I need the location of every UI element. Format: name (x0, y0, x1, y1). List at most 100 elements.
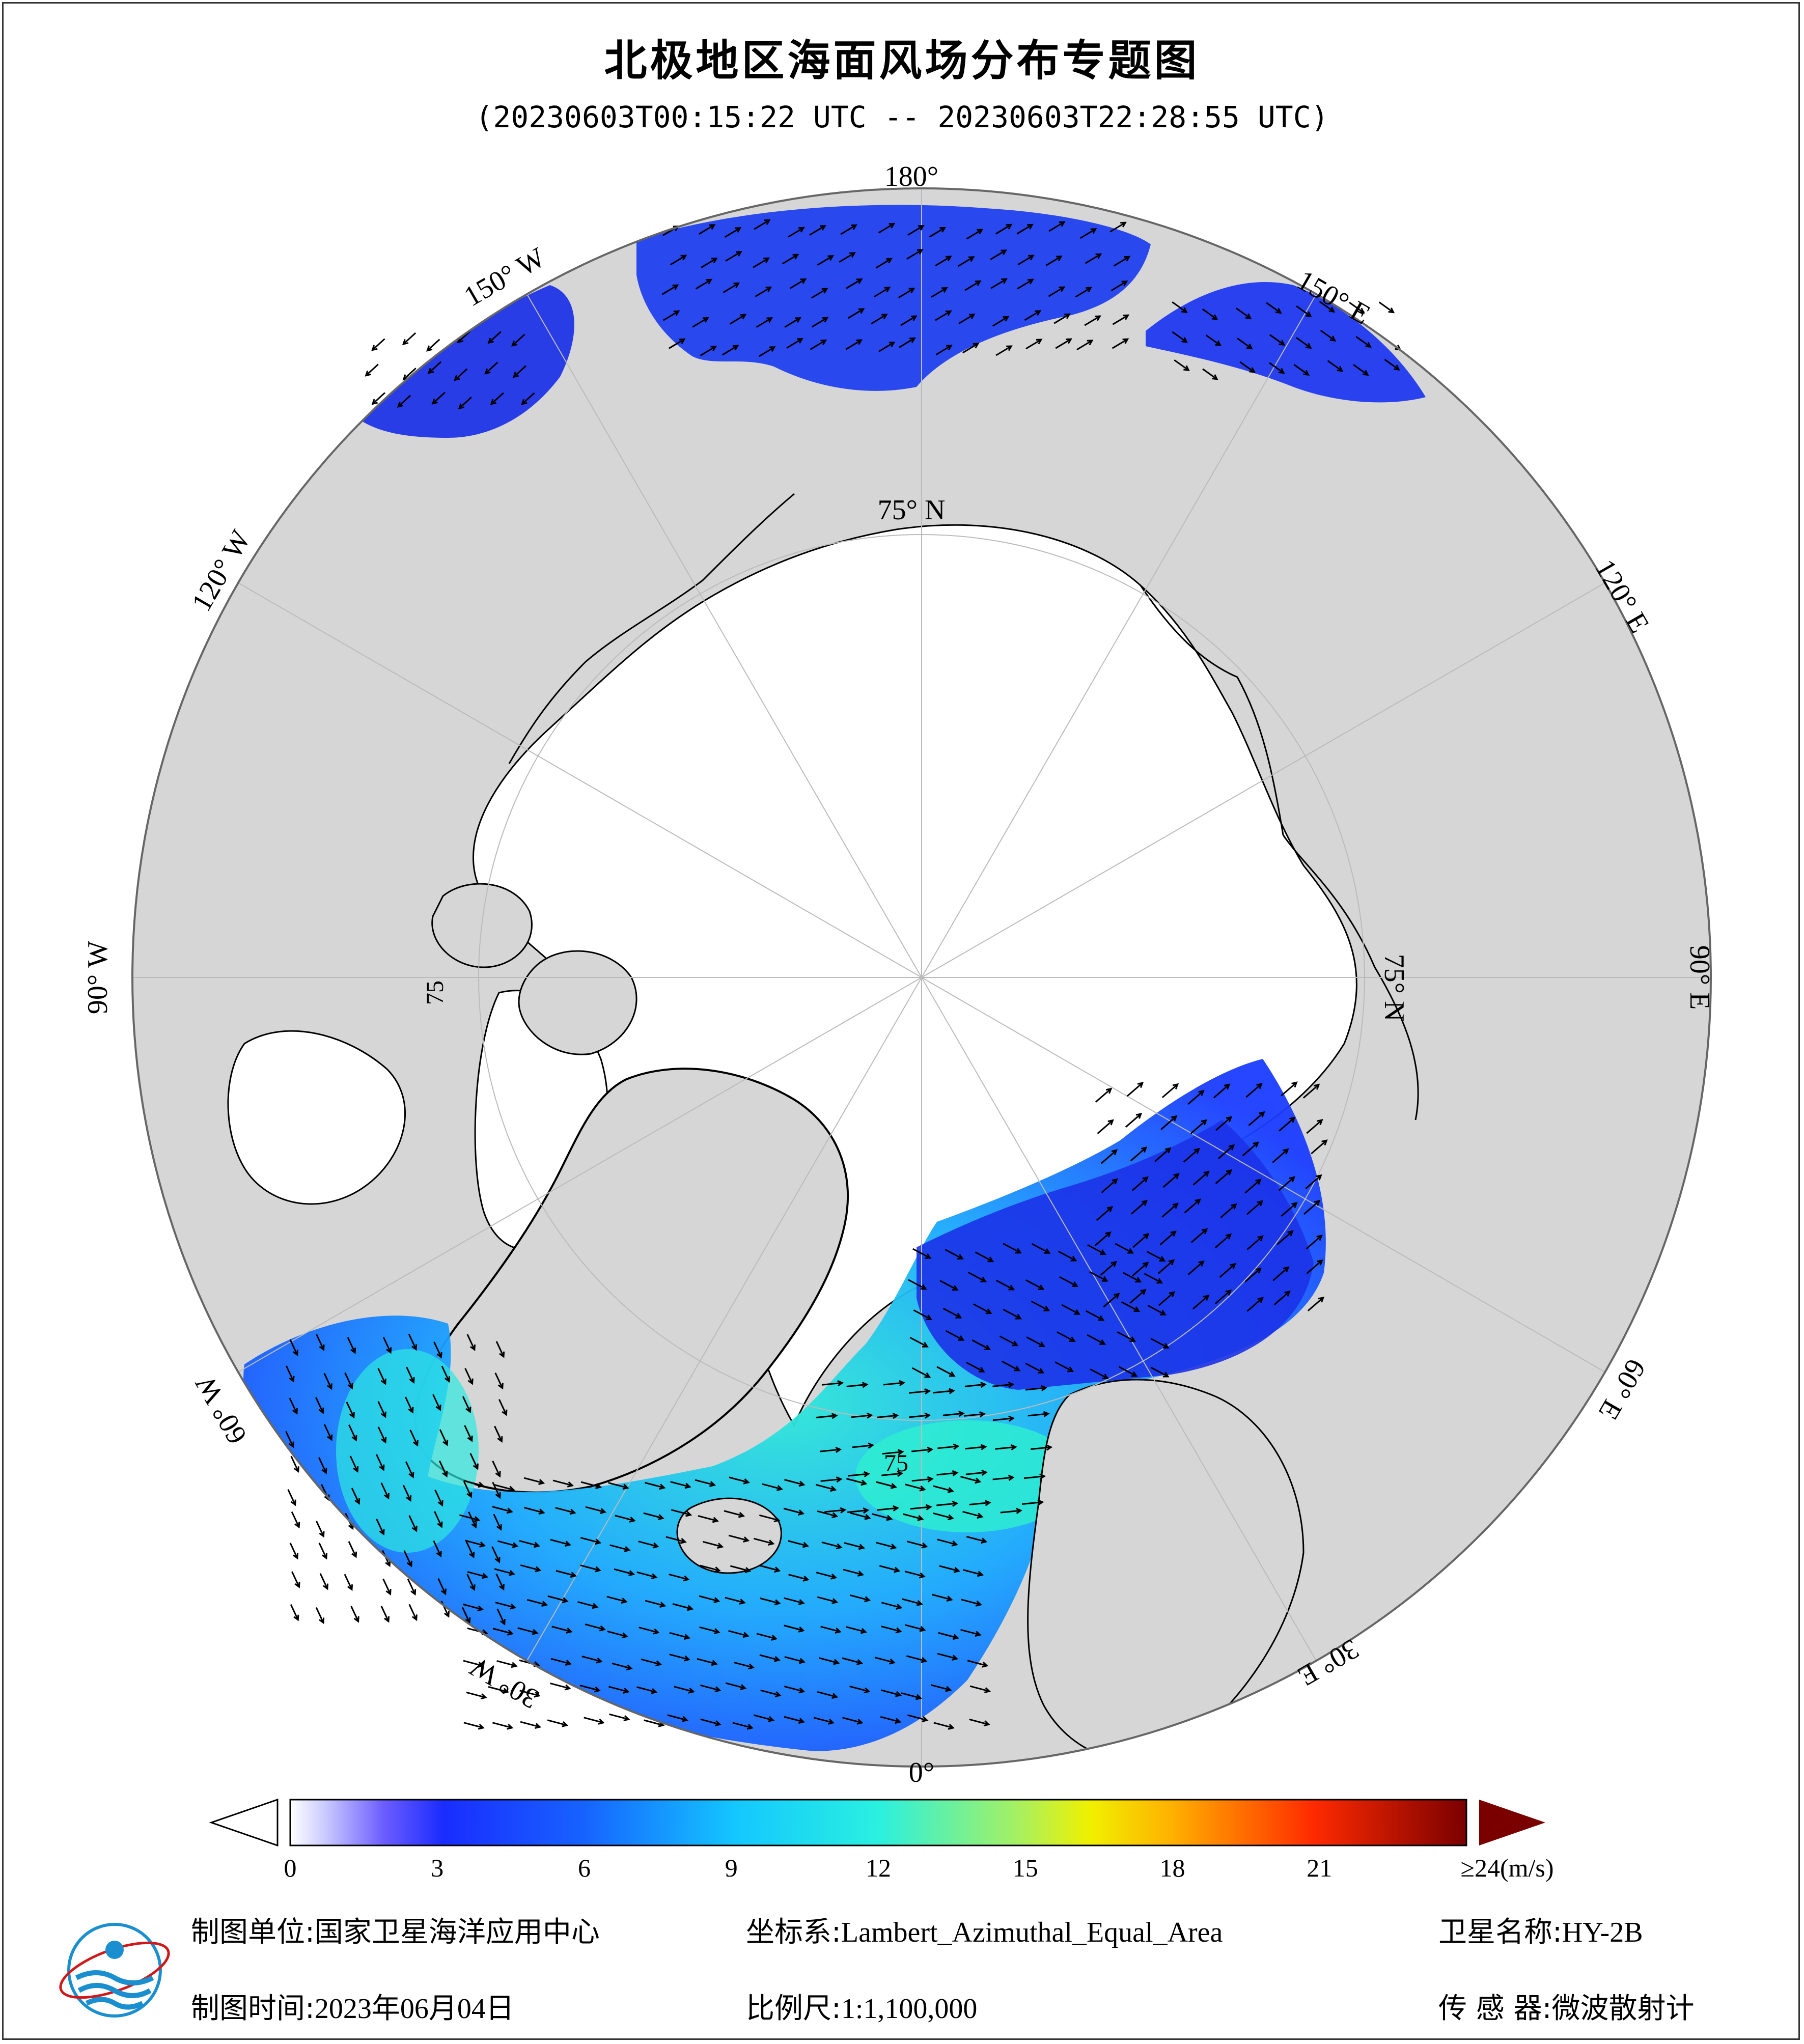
wind-arrow (1150, 1366, 1169, 1378)
wind-arrow-head (764, 219, 771, 225)
wind-arrow-head (977, 229, 984, 235)
wind-arrow-head (893, 1505, 900, 1511)
wind-arrow-head (987, 1256, 994, 1263)
wind-arrow-head (797, 338, 803, 344)
wind-arrow-head (1038, 1368, 1045, 1374)
wind-arrow-head (1255, 1179, 1262, 1185)
wind-arrow-head (1112, 1178, 1118, 1185)
wind-arrow-head (922, 1716, 929, 1722)
wind-arrow-head (508, 1570, 516, 1576)
wind-arrow-head (706, 278, 713, 285)
wind-arrow (904, 1571, 925, 1578)
wind-arrow-head (509, 1603, 517, 1610)
wind-arrow-head (925, 1253, 932, 1259)
wind-arrow (1302, 1084, 1319, 1099)
wind-arrow-head (473, 1463, 479, 1470)
wind-arrow-head (1171, 1115, 1178, 1122)
wind-arrow (938, 1632, 958, 1639)
wind-arrow (1003, 1308, 1021, 1320)
wind-arrow (437, 1578, 447, 1594)
wind-arrow (930, 1684, 951, 1691)
wind-arrow (347, 1337, 356, 1353)
wind-arrow (1150, 1337, 1169, 1349)
wind-arrow-head (1039, 1341, 1045, 1348)
wind-arrow (458, 397, 472, 409)
wind-arrow-head (353, 1616, 359, 1623)
wind-arrow (1100, 1150, 1117, 1164)
wind-arrow (820, 1478, 841, 1482)
wind-arrow (784, 1656, 804, 1663)
wind-arrow (577, 1601, 597, 1608)
wind-arrow-head (1321, 1139, 1328, 1146)
wind-arrow-head (889, 222, 896, 229)
wind-arrow-head (851, 224, 857, 230)
wind-arrow (820, 1626, 841, 1633)
wind-arrow (821, 1382, 843, 1386)
wind-arrow (365, 363, 379, 376)
footer-coord-label: 坐标系: (746, 1916, 841, 1949)
wind-arrow-head (347, 1383, 353, 1390)
wind-arrow (815, 1483, 836, 1491)
bering-sea-wind-field (636, 205, 1151, 391)
wind-arrow (1269, 334, 1285, 346)
wind-arrow (969, 1718, 989, 1725)
wind-arrow (406, 1366, 414, 1383)
wind-arrow (756, 1633, 776, 1640)
footer-scale: 比例尺:1:1,100,000 (746, 1985, 977, 2027)
wind-arrow (818, 1657, 839, 1664)
wind-arrow-head (684, 1482, 691, 1489)
siberian-coast (1140, 585, 1419, 1121)
wind-arrow-head (440, 1588, 447, 1595)
footer-coord-value: Lambert_Azimuthal_Equal_Area (841, 1917, 1223, 1948)
wind-arrow-head (498, 1584, 505, 1591)
wind-arrow-head (1066, 338, 1072, 344)
wind-arrow-head (1039, 1473, 1046, 1480)
wind-arrow-head (890, 1483, 897, 1489)
wind-arrow-head (833, 1659, 840, 1665)
wind-arrow-head (436, 1352, 442, 1359)
wind-arrow-head (484, 368, 491, 375)
wind-arrow (459, 1514, 479, 1521)
wind-arrow (846, 278, 862, 289)
wind-arrow (1349, 301, 1365, 314)
wind-arrow (1048, 221, 1065, 232)
wind-arrow (729, 314, 746, 325)
wind-arrow (933, 1512, 953, 1519)
wind-arrow-head (836, 1476, 843, 1483)
wind-arrow-head (535, 1723, 542, 1729)
wind-arrow-head (958, 1411, 965, 1417)
wind-arrow (608, 1482, 628, 1489)
wind-arrow-head (435, 1405, 441, 1411)
wind-arrow-head (290, 1499, 296, 1506)
wind-arrow-head (409, 1377, 415, 1384)
wind-arrow (1023, 1475, 1045, 1479)
wind-arrow-head (742, 1632, 750, 1638)
wind-arrow-head (443, 1611, 450, 1618)
wind-arrow-head (1279, 340, 1286, 346)
wind-arrow (962, 343, 979, 354)
wind-arrow-head (831, 1512, 839, 1519)
wind-arrow (1132, 1233, 1149, 1248)
wind-arrow (1045, 256, 1062, 266)
wind-arrow-head (1283, 1148, 1289, 1155)
wind-arrow (1245, 1083, 1262, 1098)
wind-arrow (1266, 302, 1281, 314)
wind-arrow (665, 1536, 686, 1543)
wind-arrow-head (949, 1388, 955, 1394)
wind-arrow (1003, 1243, 1021, 1254)
wind-arrow-head (1168, 1259, 1175, 1266)
wind-arrow-head (411, 1614, 418, 1621)
wind-arrow (942, 1412, 963, 1416)
wind-arrow-head (939, 227, 947, 233)
wind-arrow-head (927, 1446, 934, 1453)
wind-arrow (492, 1506, 512, 1513)
wind-arrow-head (946, 1595, 953, 1602)
wind-arrow (1111, 281, 1127, 292)
wind-arrow-head (1183, 365, 1190, 372)
wind-arrow-head (465, 1407, 471, 1413)
wind-arrow (901, 1692, 921, 1699)
wind-arrow (1296, 337, 1311, 349)
wind-arrow (550, 1683, 570, 1690)
wind-arrow (699, 1595, 719, 1602)
wind-arrow (1215, 1116, 1232, 1131)
